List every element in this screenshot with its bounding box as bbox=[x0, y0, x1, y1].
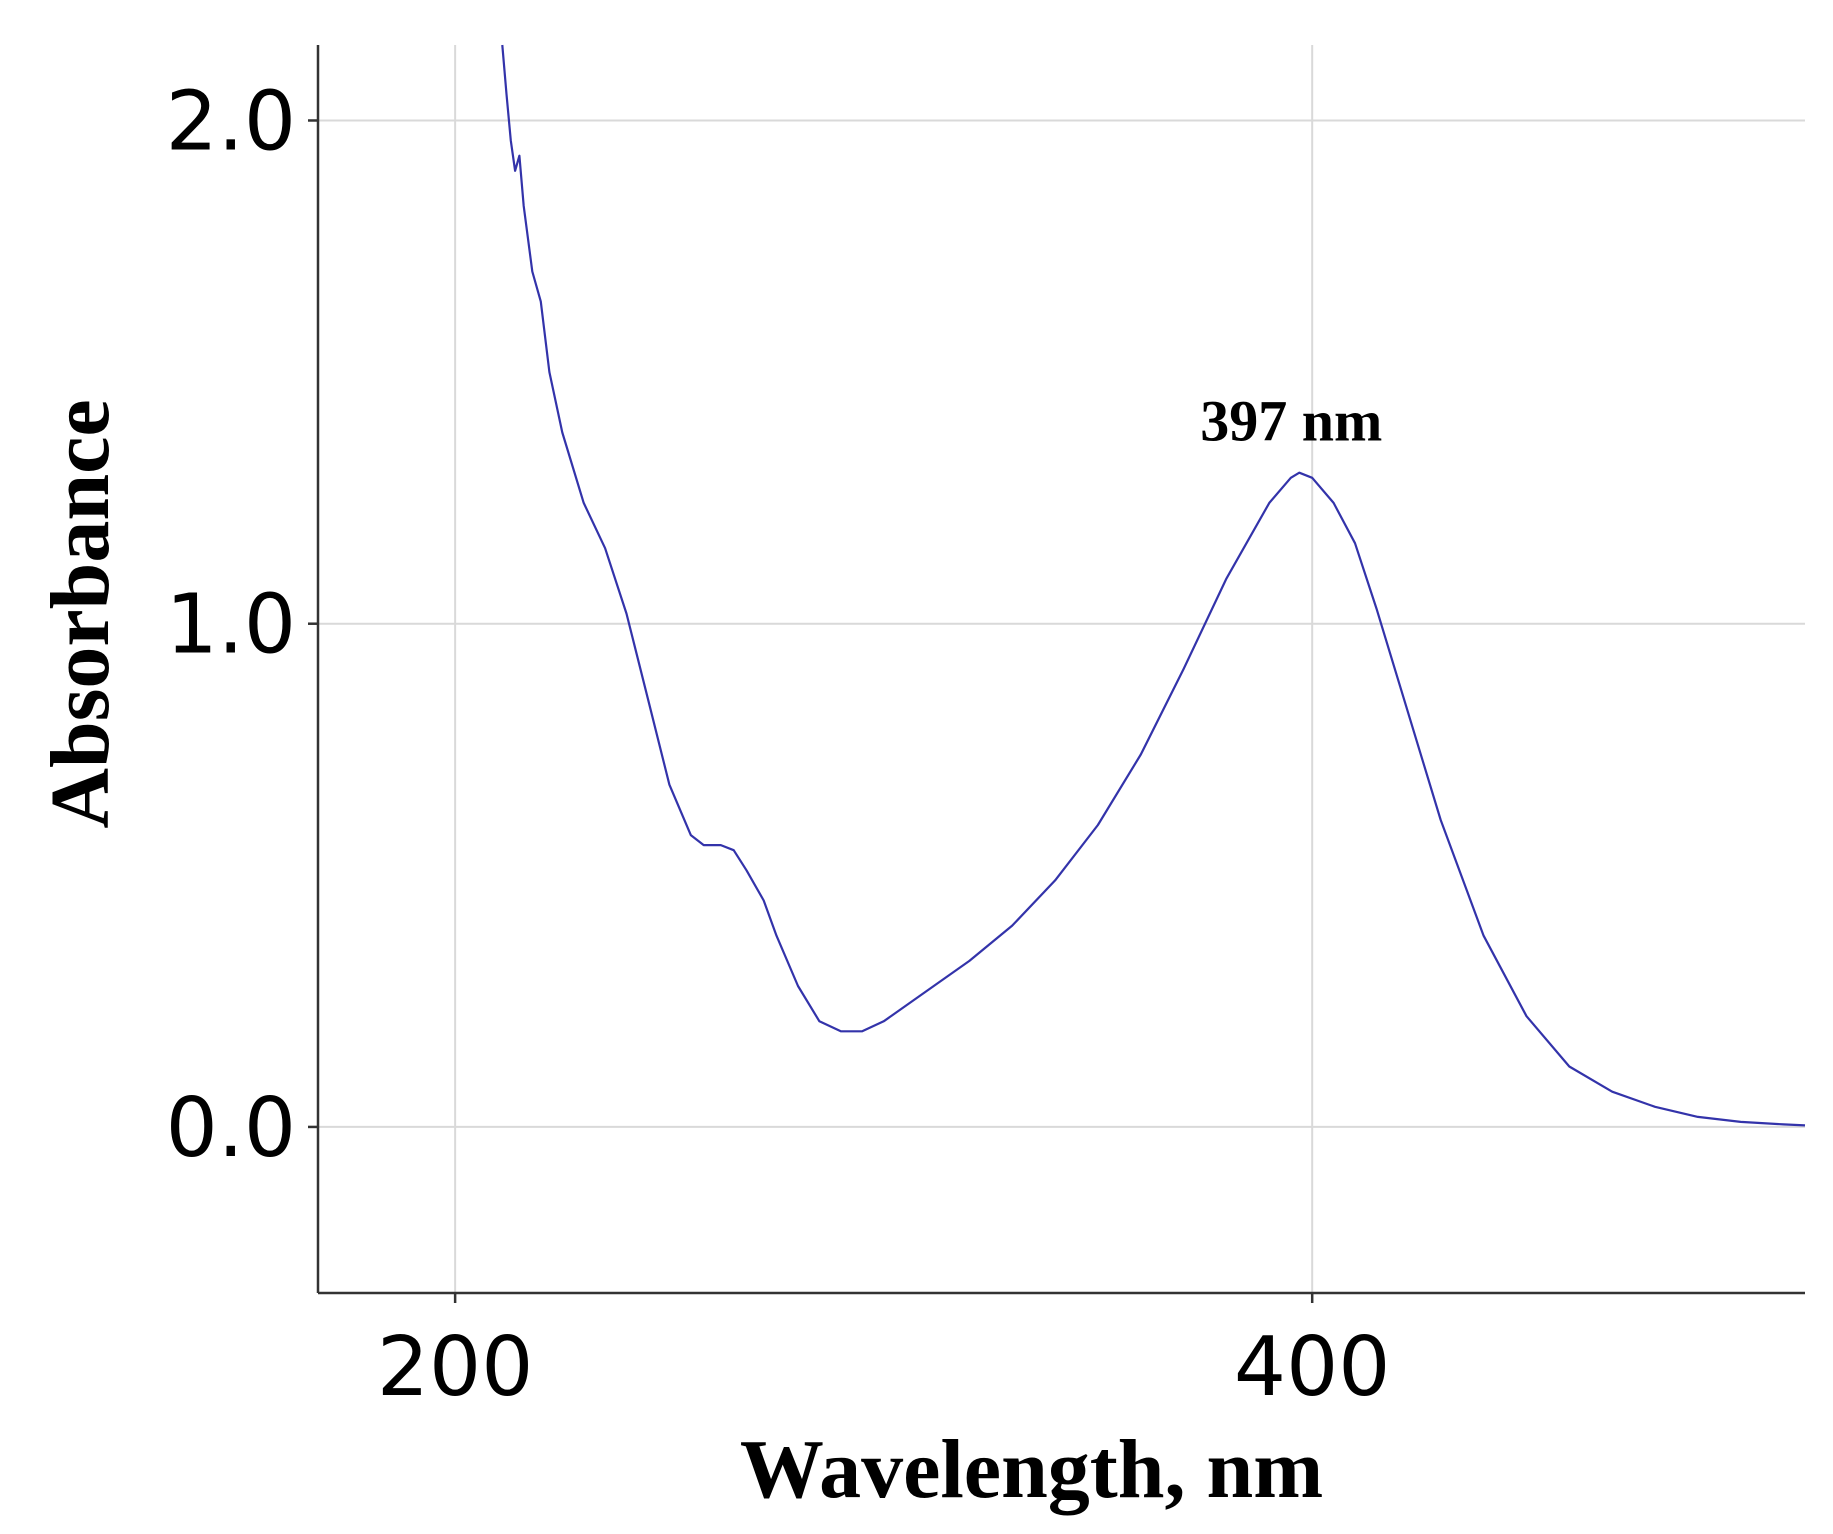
y-tick-label: 2.0 bbox=[166, 74, 296, 169]
series bbox=[501, 44, 1806, 1127]
x-tick-label: 200 bbox=[377, 1320, 534, 1415]
axes bbox=[308, 45, 1805, 1303]
peak-annotation: 397 nm bbox=[1200, 389, 1382, 454]
series-line-0 bbox=[501, 44, 1806, 1127]
y-axis-title: Absorbance bbox=[34, 399, 127, 828]
y-tick-label: 1.0 bbox=[166, 578, 296, 673]
grid bbox=[318, 45, 1805, 1293]
x-tick-label: 400 bbox=[1234, 1320, 1391, 1415]
y-tick-label: 0.0 bbox=[166, 1081, 296, 1176]
x-axis-title: Wavelength, nm bbox=[740, 1423, 1323, 1516]
